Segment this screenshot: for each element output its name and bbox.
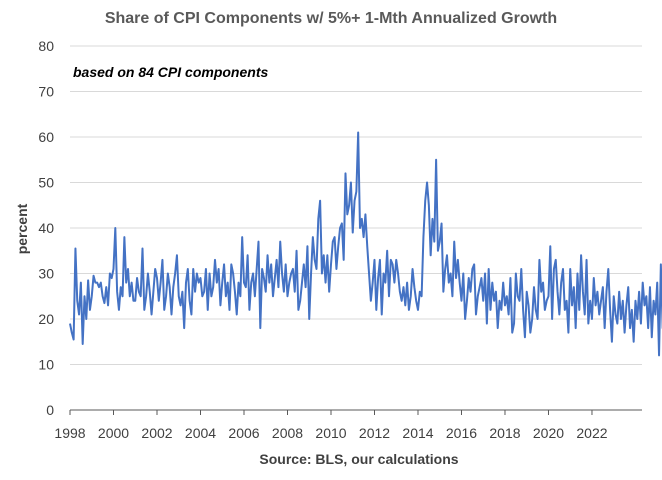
y-tick-label: 80	[38, 38, 54, 54]
y-tick-label: 20	[38, 311, 54, 327]
x-tick-label: 2022	[576, 425, 607, 441]
x-tick-label: 2020	[533, 425, 564, 441]
y-tick-label: 60	[38, 129, 54, 145]
y-tick-label: 40	[38, 220, 54, 236]
x-axis-tick-labels: 1998 2000 2002 2004 2006 2008 2010 2012 2014 2016…	[54, 410, 608, 441]
x-tick-label: 1998	[54, 425, 85, 441]
y-tick-label: 10	[38, 357, 54, 373]
chart-subtitle: based on 84 CPI components	[73, 64, 268, 80]
x-tick-label: 2000	[98, 425, 129, 441]
gridlines	[70, 45, 642, 365]
y-tick-label: 70	[38, 84, 54, 100]
x-tick-label: 2006	[228, 425, 259, 441]
y-tick-label: 50	[38, 175, 54, 191]
x-tick-label: 2012	[359, 425, 390, 441]
x-axis-label: Source: BLS, our calculations	[259, 451, 458, 467]
y-axis-label: percent	[14, 203, 30, 254]
x-tick-label: 2018	[489, 425, 520, 441]
y-tick-label: 0	[46, 402, 54, 418]
x-tick-label: 2008	[272, 425, 303, 441]
x-tick-label: 2014	[402, 425, 433, 441]
y-axis-tick-labels: 0 10 20 30 40 50 60 70 80	[38, 38, 54, 418]
y-tick-label: 30	[38, 266, 54, 282]
series-line-0	[69, 131, 662, 357]
x-tick-label: 2004	[185, 425, 216, 441]
x-tick-label: 2010	[315, 425, 346, 441]
chart-title: Share of CPI Components w/ 5%+ 1-Mth Ann…	[105, 10, 557, 27]
series-layer	[69, 131, 662, 357]
x-tick-label: 2016	[446, 425, 477, 441]
x-tick-label: 2002	[141, 425, 172, 441]
